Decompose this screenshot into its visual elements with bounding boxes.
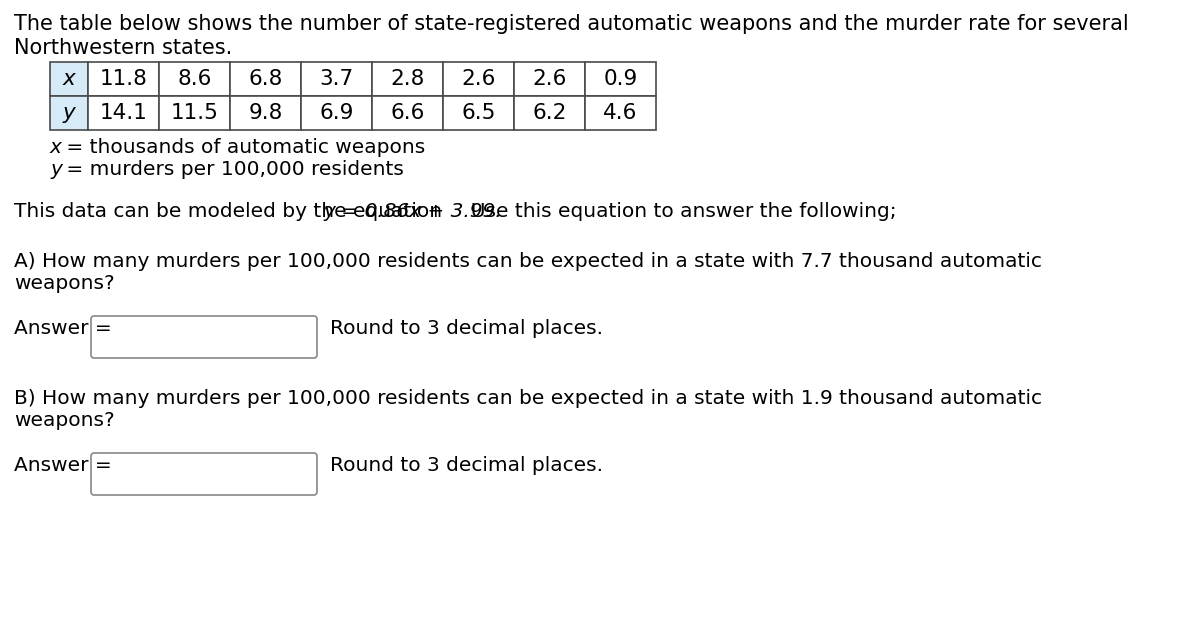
Bar <box>301 62 372 96</box>
Text: 6.9: 6.9 <box>319 103 354 123</box>
Bar <box>372 96 443 130</box>
Text: y = 0.86x + 3.99.: y = 0.86x + 3.99. <box>324 202 502 221</box>
Text: = murders per 100,000 residents: = murders per 100,000 residents <box>60 160 404 179</box>
FancyBboxPatch shape <box>91 453 317 495</box>
Text: 6.8: 6.8 <box>248 69 283 89</box>
Bar <box>586 62 656 96</box>
Bar <box>514 62 586 96</box>
Bar <box>443 96 514 130</box>
FancyBboxPatch shape <box>91 316 317 358</box>
Text: 6.5: 6.5 <box>461 103 496 123</box>
Text: 2.6: 2.6 <box>461 69 496 89</box>
Text: 3.7: 3.7 <box>319 69 354 89</box>
Text: Round to 3 decimal places.: Round to 3 decimal places. <box>330 319 604 338</box>
Text: B) How many murders per 100,000 residents can be expected in a state with 1.9 th: B) How many murders per 100,000 resident… <box>14 389 1042 408</box>
Text: 6.2: 6.2 <box>533 103 566 123</box>
Text: 11.8: 11.8 <box>100 69 148 89</box>
Text: A) How many murders per 100,000 residents can be expected in a state with 7.7 th: A) How many murders per 100,000 resident… <box>14 252 1042 271</box>
Text: = thousands of automatic weapons: = thousands of automatic weapons <box>60 138 425 157</box>
Bar <box>88 96 158 130</box>
Text: 0.9: 0.9 <box>604 69 637 89</box>
Text: y: y <box>50 160 62 179</box>
Bar <box>514 96 586 130</box>
Bar <box>88 62 158 96</box>
Text: x: x <box>62 69 76 89</box>
Text: 14.1: 14.1 <box>100 103 148 123</box>
Text: 6.6: 6.6 <box>390 103 425 123</box>
Text: The table below shows the number of state-registered automatic weapons and the m: The table below shows the number of stat… <box>14 14 1129 34</box>
Text: x: x <box>50 138 62 157</box>
Text: y: y <box>62 103 76 123</box>
Text: 2.8: 2.8 <box>390 69 425 89</box>
Bar <box>158 62 230 96</box>
Bar <box>301 96 372 130</box>
Bar <box>230 62 301 96</box>
Text: Northwestern states.: Northwestern states. <box>14 38 233 58</box>
Bar <box>230 96 301 130</box>
Text: weapons?: weapons? <box>14 274 115 293</box>
Text: Answer =: Answer = <box>14 319 118 338</box>
Text: This data can be modeled by the equation: This data can be modeled by the equation <box>14 202 449 221</box>
Bar <box>158 96 230 130</box>
Text: Answer =: Answer = <box>14 456 118 475</box>
Text: 9.8: 9.8 <box>248 103 283 123</box>
Bar <box>50 96 88 130</box>
Bar <box>586 96 656 130</box>
Text: 11.5: 11.5 <box>170 103 218 123</box>
Text: Round to 3 decimal places.: Round to 3 decimal places. <box>330 456 604 475</box>
Text: 2.6: 2.6 <box>533 69 566 89</box>
Text: weapons?: weapons? <box>14 411 115 430</box>
Text: Use this equation to answer the following;: Use this equation to answer the followin… <box>458 202 896 221</box>
Bar <box>372 62 443 96</box>
Bar <box>443 62 514 96</box>
Text: 8.6: 8.6 <box>178 69 211 89</box>
Text: 4.6: 4.6 <box>604 103 637 123</box>
Bar <box>50 62 88 96</box>
